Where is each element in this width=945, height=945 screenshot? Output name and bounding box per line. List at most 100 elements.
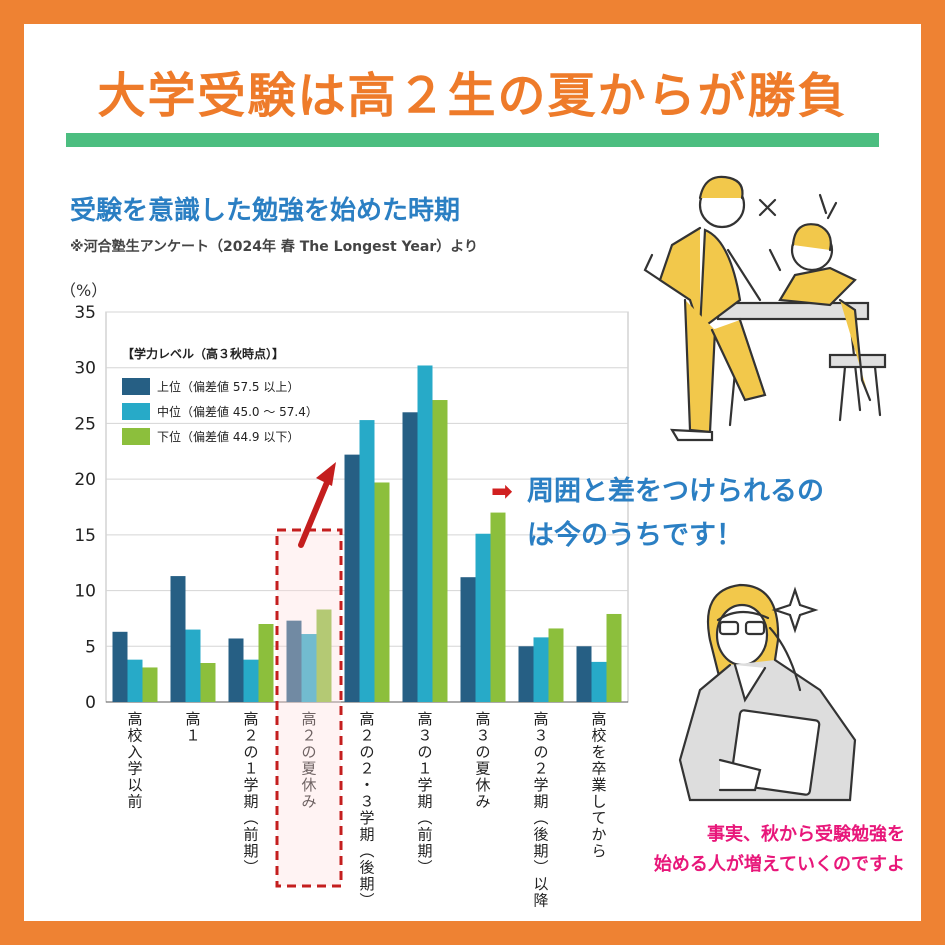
bar (475, 533, 491, 702)
x-tick-char: ３ (475, 727, 490, 745)
bar (518, 646, 534, 702)
bar (127, 659, 143, 702)
survey-source: ※河合塾生アンケート（2024年 春 The Longest Year）より (70, 239, 478, 255)
y-unit-label: （%） (60, 281, 108, 300)
x-tick-char: 高 (127, 710, 142, 728)
x-tick-char: ︶ (359, 892, 374, 910)
bar (185, 629, 201, 702)
x-tick-char: 高 (591, 710, 606, 728)
x-tick-char: 学 (243, 776, 258, 794)
x-tick-char: の (243, 743, 258, 761)
x-tick-char: ︶ (533, 859, 548, 877)
bar (548, 628, 564, 702)
x-tick-char: 高 (533, 710, 548, 728)
callout-message: ➡ 周囲と差をつけられるの は今のうちです！ (491, 470, 824, 558)
bar (460, 577, 476, 702)
x-tick-char: １ (243, 760, 258, 778)
x-tick-char: 夏 (475, 760, 490, 778)
x-tick-char: ・ (359, 776, 374, 794)
bar (374, 482, 390, 702)
chart-subtitle: 受験を意識した勉強を始めた時期 (70, 196, 461, 226)
x-tick-char: ︶ (243, 859, 258, 877)
arrow-right-icon: ➡ (491, 477, 513, 507)
x-tick-char: て (591, 809, 606, 827)
x-tick-char: ３ (359, 793, 374, 811)
x-tick-char: み (301, 793, 316, 811)
y-tick-label: 20 (74, 470, 96, 490)
x-tick-char: か (591, 826, 606, 844)
y-tick-label: 5 (85, 637, 96, 657)
x-tick-char: 高 (417, 710, 432, 728)
bar (576, 646, 592, 702)
x-tick-char: 業 (591, 776, 606, 794)
x-tick-char: を (591, 743, 606, 761)
x-tick-char: の (359, 743, 374, 761)
x-tick-char: し (591, 793, 606, 811)
x-tick-char: 降 (533, 892, 548, 910)
x-tick-char: 高 (475, 710, 490, 728)
x-tick-char: ３ (417, 727, 432, 745)
x-tick-char: ︵ (243, 809, 258, 827)
title-underline (66, 133, 879, 147)
bar (243, 659, 259, 702)
bar (286, 620, 302, 702)
legend-title: 【学力レベル（高３秋時点）】 (122, 346, 284, 361)
x-tick-char: 前 (127, 793, 142, 811)
x-tick-char: 夏 (301, 760, 316, 778)
x-tick-char: ２ (243, 727, 258, 745)
arrow-up-icon (316, 462, 336, 486)
x-tick-char: ︵ (417, 809, 432, 827)
x-tick-char: ２ (533, 760, 548, 778)
y-tick-label: 0 (85, 693, 96, 713)
x-tick-char: 前 (243, 826, 258, 844)
legend-label: 下位（偏差値 44.9 以下） (157, 429, 299, 444)
x-tick-char: 学 (417, 776, 432, 794)
bar (316, 609, 332, 702)
x-tick-char: 高 (301, 710, 316, 728)
x-tick-char: 休 (475, 776, 490, 794)
x-tick-char: の (417, 743, 432, 761)
bar (591, 661, 607, 702)
x-tick-char: 以 (127, 776, 142, 794)
x-tick-char: 期 (243, 842, 258, 860)
bar (402, 412, 418, 702)
x-tick-char: の (533, 743, 548, 761)
up-arrow-shaft (298, 477, 331, 548)
x-tick-char: ２ (359, 760, 374, 778)
illustrations (643, 175, 887, 802)
page-title: 大学受験は高２生の夏からが勝負 (97, 68, 848, 124)
x-tick-char: 高 (243, 710, 258, 728)
x-tick-char: ２ (359, 727, 374, 745)
x-tick-char: 後 (359, 859, 374, 877)
x-tick-label: 高１ (185, 710, 200, 745)
bar (344, 454, 360, 702)
bar (490, 512, 506, 702)
x-tick-char: 高 (185, 710, 200, 728)
x-tick-char: 入 (127, 743, 142, 761)
legend-label: 上位（偏差値 57.5 以上） (157, 379, 299, 394)
bar (228, 638, 244, 702)
x-tick-char: 卒 (591, 760, 606, 778)
x-tick-char: 学 (359, 809, 374, 827)
x-tick-char: み (475, 793, 490, 811)
category-labels: 高校入学以前高１高２の１学期︵前期︶高２の夏休み高２の２・３学期︵後期︶高３の１… (127, 710, 606, 910)
x-tick-char: 期 (243, 793, 258, 811)
y-tick-label: 35 (74, 303, 96, 323)
x-tick-char: 校 (591, 727, 606, 745)
bar (112, 631, 128, 702)
x-tick-char: 以 (533, 875, 548, 893)
legend-label: 中位（偏差値 45.0 〜 57.4） (157, 404, 318, 419)
x-tick-char: ︵ (533, 809, 548, 827)
x-tick-char: ２ (301, 727, 316, 745)
legend: 【学力レベル（高３秋時点）】上位（偏差値 57.5 以上） 中位（偏差値 45.0… (122, 346, 318, 445)
bar (359, 420, 375, 702)
y-tick-label: 15 (74, 526, 96, 546)
x-tick-label: 高２の夏休み (301, 710, 316, 811)
x-tick-char: 期 (533, 793, 548, 811)
